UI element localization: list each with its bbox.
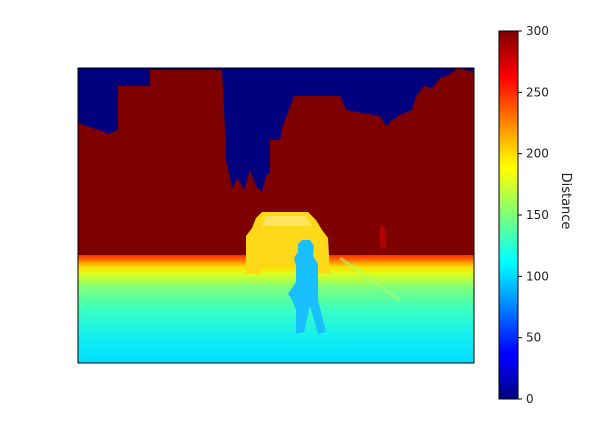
depth-map bbox=[78, 68, 474, 363]
buildings-region bbox=[78, 68, 474, 260]
colorbar-tick-label: 50 bbox=[526, 331, 541, 345]
colorbar-tick-label: 100 bbox=[526, 269, 549, 283]
colorbar-gradient bbox=[498, 30, 519, 400]
car-window bbox=[262, 216, 312, 226]
colorbar-label: Distance bbox=[558, 173, 573, 230]
colorbar-ticks: 0 50 100 150 200 250 300 bbox=[518, 24, 549, 406]
ground-region bbox=[78, 255, 474, 363]
distant-pedestrian bbox=[379, 226, 386, 248]
plot-frame bbox=[77, 67, 475, 364]
colorbar: 0 50 100 150 200 250 300 Distance bbox=[498, 24, 573, 406]
road-marking bbox=[339, 256, 401, 302]
colorbar-tick-label: 0 bbox=[526, 392, 534, 406]
colorbar-tick-label: 150 bbox=[526, 208, 549, 222]
colorbar-tick-label: 300 bbox=[526, 24, 549, 38]
colorbar-tick-label: 250 bbox=[526, 85, 549, 99]
colorbar-tick-label: 200 bbox=[526, 147, 549, 161]
pedestrian-region bbox=[288, 240, 326, 334]
